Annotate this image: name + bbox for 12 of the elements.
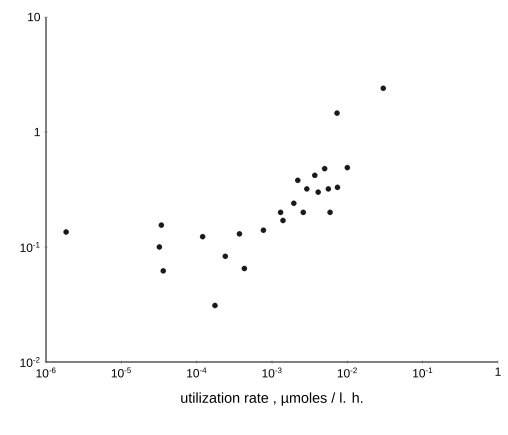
x-tick-label: 10$^{-5}$	[112, 368, 131, 378]
y-tick-label: 1	[34, 128, 40, 136]
y-tick-label: 10$^{-1}$	[20, 242, 40, 252]
x-tick-label: 10$^{-6}$	[36, 368, 56, 378]
y-tick-label: 10	[28, 12, 40, 22]
x-tick-label: 10$^{-1}$	[413, 368, 432, 378]
x-axis-title: utilization rate , µmoles / l. h.	[181, 392, 362, 406]
x-tick-label: 10$^{-3}$	[262, 368, 282, 378]
y-tick-label: 10$^{-2}$	[20, 356, 40, 368]
x-tick-label: 10$^{-4}$	[187, 368, 206, 378]
x-tick-label: 10$^{-2}$	[338, 368, 357, 378]
x-tick-label: 1	[496, 368, 501, 376]
